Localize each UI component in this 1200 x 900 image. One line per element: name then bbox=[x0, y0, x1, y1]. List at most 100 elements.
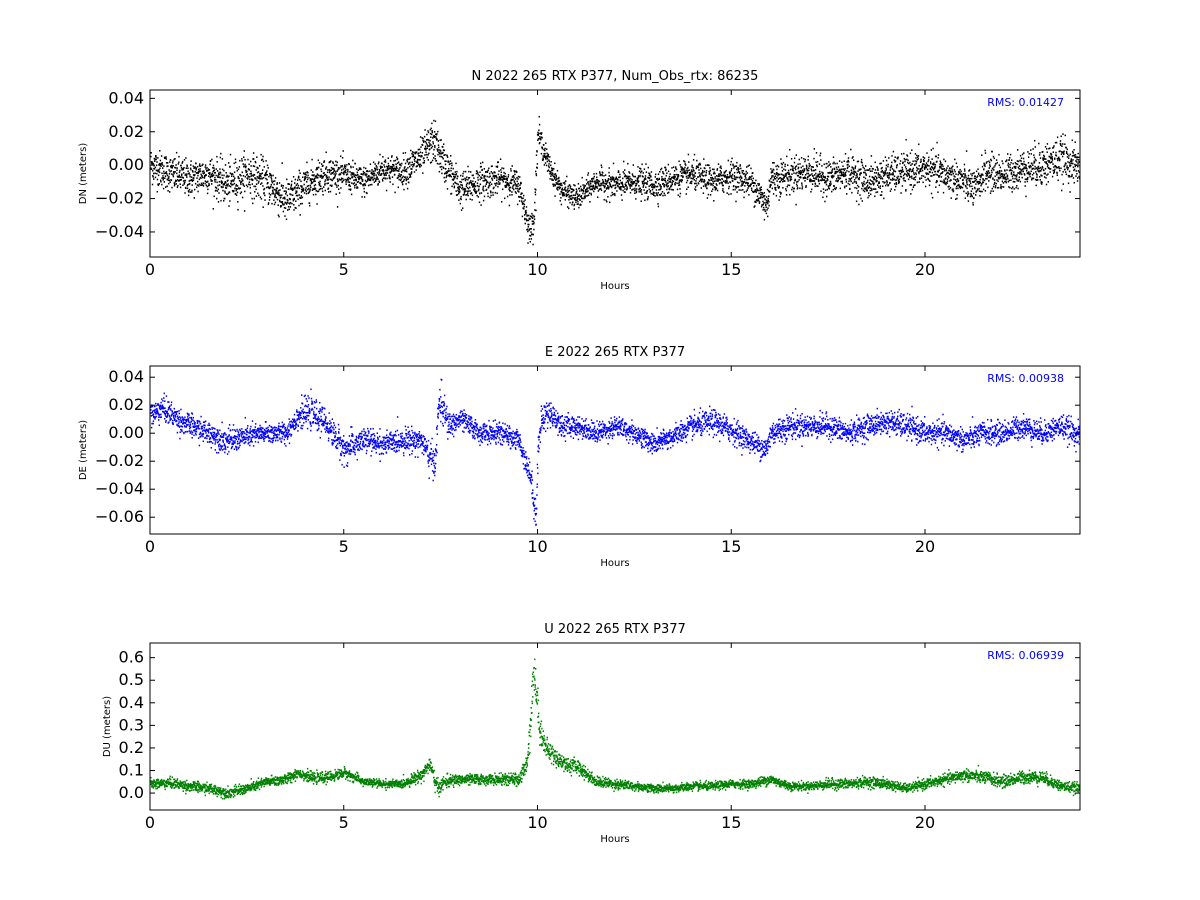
data-point bbox=[768, 195, 770, 197]
data-point bbox=[744, 175, 746, 178]
data-point bbox=[478, 174, 480, 177]
data-point bbox=[566, 175, 568, 178]
data-point bbox=[901, 168, 904, 171]
data-point bbox=[261, 172, 263, 175]
data-point bbox=[779, 173, 781, 176]
data-point bbox=[970, 194, 973, 197]
data-point bbox=[722, 188, 724, 190]
data-point bbox=[313, 179, 315, 181]
data-point bbox=[795, 165, 798, 167]
data-point bbox=[271, 181, 273, 184]
data-point bbox=[448, 167, 450, 170]
data-point bbox=[610, 194, 612, 197]
data-point bbox=[797, 167, 799, 170]
data-point bbox=[1020, 170, 1022, 172]
data-point bbox=[1039, 152, 1041, 154]
data-point bbox=[269, 194, 272, 196]
data-point bbox=[516, 180, 518, 183]
data-point bbox=[602, 182, 605, 184]
data-point bbox=[864, 177, 867, 180]
data-point bbox=[335, 184, 338, 186]
data-point bbox=[677, 177, 679, 179]
data-point bbox=[335, 173, 337, 175]
data-point bbox=[928, 156, 930, 159]
data-point bbox=[1005, 178, 1008, 181]
data-point bbox=[321, 177, 323, 179]
data-point bbox=[411, 168, 413, 170]
data-point bbox=[611, 176, 614, 178]
data-point bbox=[815, 152, 818, 154]
data-point bbox=[721, 178, 724, 181]
data-point bbox=[341, 180, 344, 183]
data-point bbox=[250, 160, 252, 163]
data-point bbox=[192, 177, 194, 179]
data-point bbox=[154, 166, 157, 169]
data-point bbox=[814, 174, 816, 176]
data-point bbox=[709, 170, 712, 172]
data-point bbox=[446, 155, 448, 157]
data-point bbox=[680, 166, 682, 168]
data-point bbox=[810, 166, 813, 168]
data-point bbox=[826, 178, 828, 180]
data-point bbox=[726, 174, 729, 176]
data-point bbox=[502, 179, 504, 181]
data-point bbox=[342, 168, 345, 170]
data-point bbox=[964, 170, 966, 172]
data-point bbox=[613, 181, 616, 183]
data-point bbox=[984, 165, 986, 168]
data-point bbox=[761, 204, 763, 206]
data-point bbox=[981, 154, 983, 156]
data-point bbox=[551, 179, 553, 181]
data-point bbox=[780, 179, 782, 181]
data-point bbox=[179, 169, 181, 172]
data-point bbox=[162, 187, 165, 190]
data-point bbox=[639, 187, 641, 190]
data-point bbox=[766, 209, 768, 211]
data-point bbox=[708, 164, 710, 167]
data-point bbox=[698, 164, 700, 166]
data-point bbox=[289, 201, 292, 204]
data-point bbox=[330, 179, 333, 181]
data-point bbox=[804, 160, 806, 163]
data-point bbox=[952, 188, 954, 190]
data-point bbox=[942, 165, 944, 168]
data-point bbox=[838, 177, 840, 179]
data-point bbox=[267, 167, 269, 169]
data-point bbox=[599, 172, 601, 175]
data-point bbox=[487, 186, 490, 189]
data-point bbox=[512, 184, 515, 186]
data-point bbox=[487, 181, 489, 184]
data-point bbox=[987, 172, 989, 175]
data-point bbox=[237, 168, 240, 171]
data-point bbox=[1011, 187, 1013, 190]
data-point bbox=[602, 181, 605, 183]
data-point bbox=[700, 167, 702, 170]
data-point bbox=[172, 175, 175, 178]
data-point bbox=[300, 191, 303, 193]
data-point bbox=[910, 193, 912, 195]
data-point bbox=[921, 174, 923, 177]
data-point bbox=[507, 183, 510, 185]
data-point bbox=[161, 172, 163, 175]
data-point bbox=[743, 196, 745, 199]
data-point bbox=[205, 174, 207, 177]
data-point bbox=[413, 151, 415, 154]
data-point bbox=[317, 177, 319, 179]
data-point bbox=[443, 167, 445, 170]
data-point bbox=[1015, 176, 1018, 178]
data-point bbox=[959, 187, 962, 190]
data-point bbox=[266, 178, 268, 181]
data-point bbox=[224, 197, 226, 200]
data-point bbox=[839, 174, 841, 177]
data-point bbox=[702, 180, 704, 183]
data-point bbox=[741, 172, 744, 174]
data-point bbox=[494, 171, 496, 174]
data-point bbox=[810, 191, 812, 193]
data-point bbox=[851, 172, 854, 175]
data-point bbox=[368, 174, 370, 177]
data-point bbox=[589, 185, 592, 188]
data-point bbox=[229, 172, 231, 174]
data-point bbox=[292, 199, 295, 202]
data-point bbox=[998, 177, 1000, 180]
data-point bbox=[887, 184, 890, 186]
